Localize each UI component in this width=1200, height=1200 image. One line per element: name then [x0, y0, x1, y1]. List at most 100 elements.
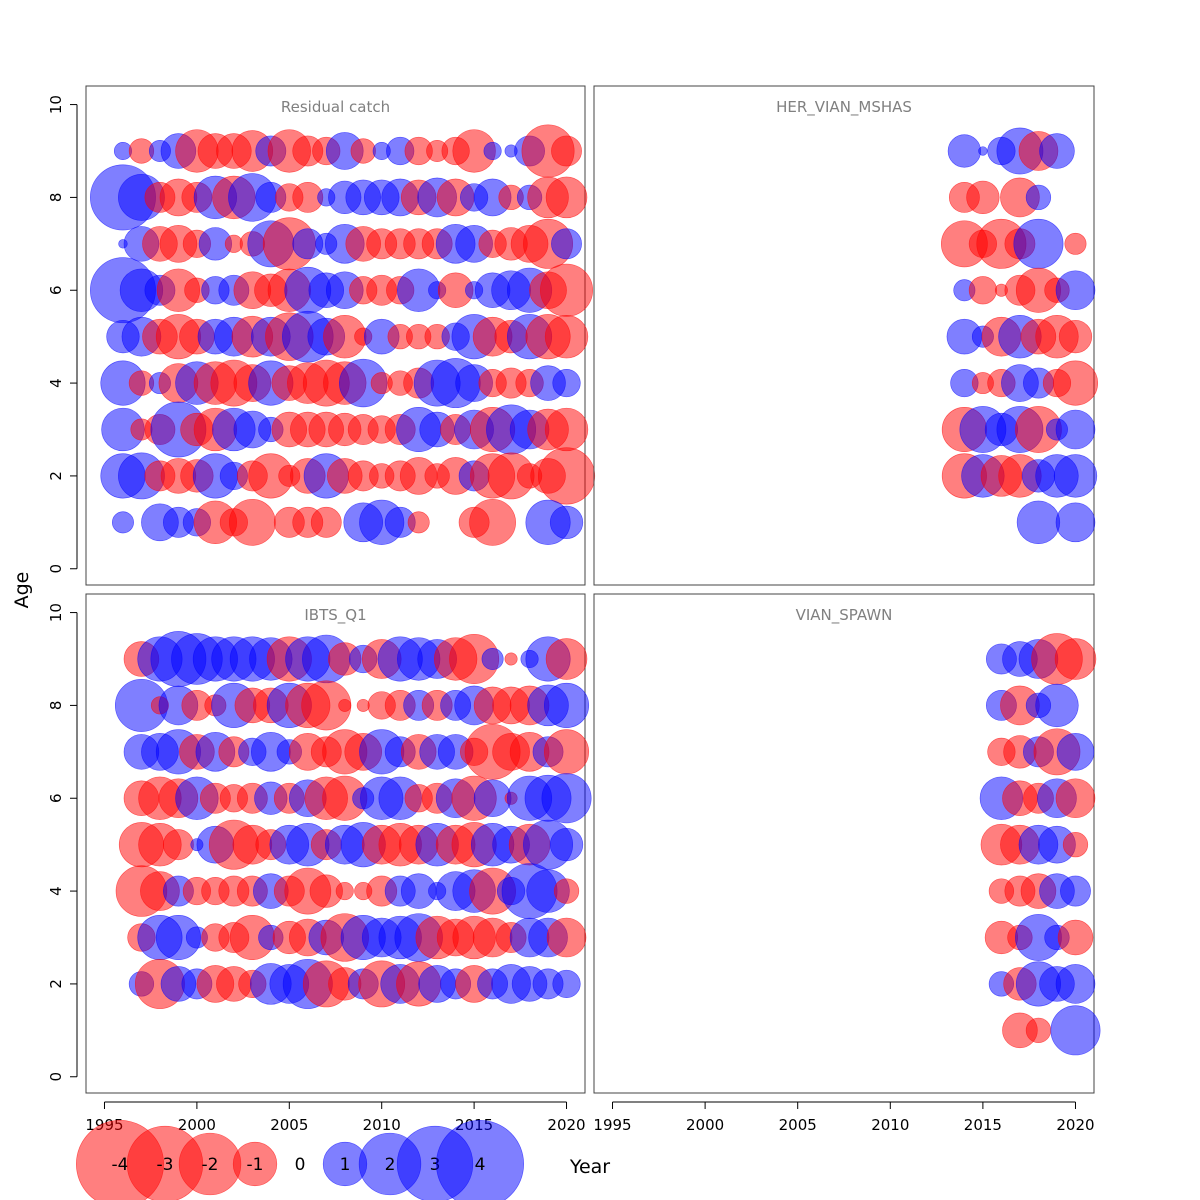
- x-axis-label: Year: [569, 1156, 610, 1178]
- y-tick-label: 8: [47, 701, 65, 711]
- bubble-vian-spawn-age2-2020: [1055, 964, 1096, 1004]
- bubble-vian-spawn-age1-2018: [1025, 1017, 1052, 1043]
- bubble-ibts-q1-age5-1999: [163, 829, 194, 861]
- panel-title: IBTS_Q1: [304, 606, 366, 625]
- bubble-ibts-q1-age2-2020: [552, 969, 581, 999]
- bubble-her-vian-mshas-age7-2018: [1013, 218, 1064, 269]
- bubble-residual-catch-age3-2020: [544, 407, 589, 452]
- bubble-residual-catch-age2-2020: [537, 447, 596, 505]
- bubble-her-vian-mshas-age4-2020: [1052, 360, 1099, 406]
- bubble-vian-spawn-age6-2020: [1055, 778, 1096, 819]
- bubble-her-vian-mshas-age8-2015: [966, 180, 1000, 215]
- bubble-ibts-q1-age8-2008: [338, 698, 352, 712]
- bubble-ibts-q1-age9-2017: [504, 652, 518, 666]
- legend-entry: -2: [178, 1132, 242, 1196]
- y-tick-label: 10: [47, 603, 65, 622]
- bubble-her-vian-mshas-age1-2020: [1055, 502, 1096, 543]
- bubble-her-vian-mshas-age1-2018: [1016, 500, 1061, 544]
- bubble-ibts-q1-age9-2020: [545, 638, 588, 680]
- bubble-vian-spawn-age9-2020: [1054, 638, 1097, 680]
- panel-her-vian-mshas: HER_VIAN_MSHAS: [593, 85, 1099, 586]
- bubble-her-vian-mshas-age2-2020: [1053, 454, 1098, 498]
- legend-label: 1: [340, 1155, 351, 1175]
- y-axis-ibts-q1: 0 2 4 6 8 10: [47, 603, 78, 1082]
- panel-title: VIAN_SPAWN: [796, 606, 893, 625]
- legend-label: -4: [112, 1155, 129, 1175]
- bubble-her-vian-mshas-age3-2020: [1055, 409, 1096, 450]
- bubble-residual-catch-age9-2009: [350, 138, 376, 164]
- x-tick-label: 2005: [270, 1116, 308, 1134]
- panel-vian-spawn: VIAN_SPAWN: [593, 593, 1101, 1094]
- bubble-her-vian-mshas-age9-2015: [978, 146, 988, 156]
- bubble-ibts-q1-age5-2020: [549, 828, 584, 862]
- bubble-vian-spawn-age4-2020: [1060, 875, 1091, 907]
- x-tick-label: 2000: [686, 1116, 724, 1134]
- bubble-her-vian-mshas-age6-2015: [968, 276, 997, 305]
- legend-label: -2: [202, 1155, 219, 1175]
- legend-bubble: [232, 1141, 278, 1187]
- bubble-size-legend: -4 -3 -2 -1 0 1 2 3 4: [76, 1120, 524, 1200]
- y-tick-label: 6: [47, 285, 65, 295]
- bubble-vian-spawn-age7-2020: [1056, 733, 1095, 771]
- y-tick-label: 4: [47, 378, 65, 388]
- bubble-residual-catch-age8-2020: [545, 176, 588, 219]
- y-tick-label: 0: [47, 564, 65, 574]
- bubble-residual-catch-age9-2020: [551, 135, 582, 167]
- panel-frame: [593, 85, 1095, 586]
- bubble-her-vian-mshas-age8-2018: [1025, 184, 1052, 211]
- bubble-residual-catch-age1-2020: [549, 505, 584, 539]
- legend-entry: -3: [126, 1125, 204, 1200]
- bubble-ibts-q1-age7-2020: [543, 729, 590, 775]
- legend-label: 3: [430, 1155, 441, 1175]
- bubble-her-vian-mshas-age9-2019: [1039, 133, 1075, 169]
- bubble-ibts-q1-age9-2016: [481, 648, 504, 670]
- bubble-ibts-q1-age8-2009: [356, 698, 370, 712]
- bubble-vian-spawn-age5-2020: [1062, 832, 1089, 858]
- bubble-ibts-q1-age6-2020: [541, 773, 592, 824]
- x-tick-label: 2010: [363, 1116, 401, 1134]
- x-tick-label: 2010: [871, 1116, 909, 1134]
- panel-title: Residual catch: [281, 98, 390, 116]
- panels-layer: Residual catch HER_VIAN_MSHAS IBTS_Q1 VIAN_…: [85, 85, 1101, 1094]
- panel-title: HER_VIAN_MSHAS: [776, 98, 912, 117]
- bubble-residual-catch-age1-2003: [228, 498, 276, 546]
- legend-bubble: [436, 1120, 524, 1200]
- x-tick-label: 2020: [1056, 1116, 1094, 1134]
- x-tick-label: 2020: [547, 1116, 585, 1134]
- bubble-ibts-q1-age3-2020: [546, 917, 587, 958]
- bubble-her-vian-mshas-age9-2014: [947, 134, 981, 168]
- bubble-her-vian-mshas-age6-2020: [1055, 270, 1096, 311]
- legend-label: 0: [295, 1155, 306, 1175]
- bubble-residual-catch-age1-1996: [111, 511, 134, 534]
- legend-label: -3: [157, 1155, 174, 1175]
- legend-entry: 0: [295, 1155, 306, 1175]
- bubble-residual-catch-age7-2020: [551, 228, 582, 260]
- bubble-residual-catch-age9-2016: [483, 141, 502, 161]
- y-tick-label: 4: [47, 886, 65, 896]
- bubble-residual-catch-age1-2012: [407, 511, 430, 534]
- y-tick-label: 2: [47, 471, 65, 481]
- legend-entry: -1: [232, 1141, 278, 1187]
- y-tick-label: 6: [47, 793, 65, 803]
- legend-label: -1: [247, 1155, 264, 1175]
- bubble-ibts-q1-age4-2008: [335, 882, 354, 901]
- y-axis-residual-catch: 0 2 4 6 8 10: [47, 95, 78, 574]
- bubble-vian-spawn-age3-2020: [1057, 919, 1094, 956]
- bubble-ibts-q1-age8-2020: [543, 682, 590, 728]
- bubble-her-vian-mshas-age5-2020: [1058, 320, 1093, 354]
- y-tick-label: 10: [47, 95, 65, 114]
- y-tick-label: 8: [47, 193, 65, 203]
- x-axis-vian-spawn: 1995 2000 2005 2010 2015 2020: [593, 1101, 1095, 1134]
- x-tick-label: 2000: [178, 1116, 216, 1134]
- y-tick-label: 0: [47, 1072, 65, 1082]
- x-tick-label: 2005: [779, 1116, 817, 1134]
- legend-label: 4: [475, 1155, 486, 1175]
- panel-frame: [593, 593, 1095, 1094]
- x-tick-label: 2015: [964, 1116, 1002, 1134]
- legend-label: 2: [385, 1155, 396, 1175]
- legend-entry: 4: [436, 1120, 524, 1200]
- bubble-residual-catch-age4-2020: [552, 368, 581, 398]
- panel-frame: [85, 593, 586, 1094]
- bubble-residual-catch-age5-2020: [544, 314, 589, 359]
